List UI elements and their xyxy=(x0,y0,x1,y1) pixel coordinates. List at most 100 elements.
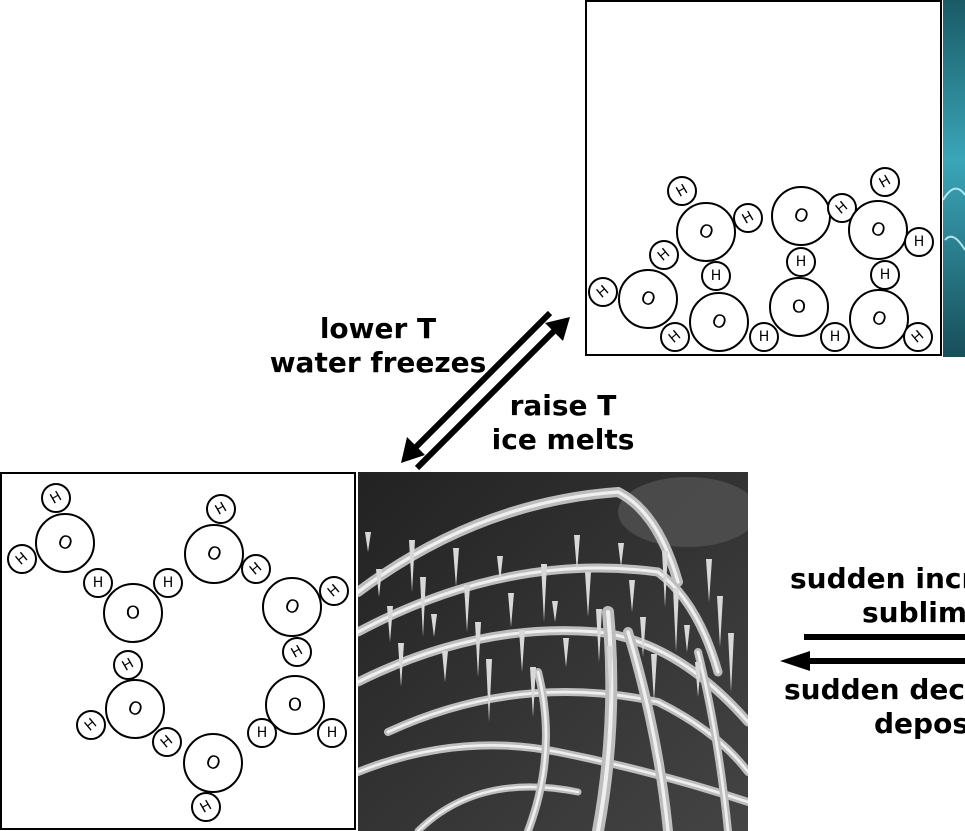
right-upper-label-line1: sudden incr xyxy=(790,562,965,595)
ice-branch-highlight xyxy=(696,650,730,831)
icicle xyxy=(706,559,712,602)
svg-text:H: H xyxy=(257,725,268,741)
icicle xyxy=(574,535,580,572)
hydrogen-atom: H xyxy=(786,247,816,277)
oxygen-atom: O xyxy=(848,200,908,260)
hydrogen-atom: H xyxy=(870,260,900,290)
upper-arrow-label: lower T water freezes xyxy=(268,312,488,380)
ice-branch-highlight xyxy=(416,785,580,831)
svg-text:H: H xyxy=(327,725,338,741)
hydrogen-atom: H xyxy=(903,322,933,352)
hydrogen-atom: H xyxy=(870,167,900,197)
ice-branch-highlight xyxy=(626,630,670,831)
icicle xyxy=(409,540,415,592)
icicle xyxy=(607,646,613,707)
lower-arrow-label-line2: ice melts xyxy=(491,423,635,456)
svg-text:H: H xyxy=(711,268,722,284)
svg-text:O: O xyxy=(125,697,145,722)
hydrogen-atom: H xyxy=(660,322,690,352)
right-upper-label-line2: sublim xyxy=(862,596,965,629)
lower-arrow-label-line1: raise T xyxy=(509,389,617,422)
oxygen-atom: O xyxy=(183,733,243,793)
oxygen-atom: O xyxy=(849,289,909,349)
upper-arrow-label-line2: water freezes xyxy=(269,346,487,379)
icicle xyxy=(387,606,393,642)
icicle xyxy=(563,638,569,667)
svg-text:H: H xyxy=(914,234,925,250)
icicle xyxy=(497,556,503,582)
icicle xyxy=(365,532,371,552)
icicle xyxy=(662,551,668,607)
ice-branch-highlight xyxy=(526,670,548,831)
icicle xyxy=(629,580,635,612)
lower-arrow-label: raise T ice melts xyxy=(478,389,648,457)
hydrogen-atom: H xyxy=(827,193,857,223)
oxygen-atom: O xyxy=(105,679,165,739)
hydrogen-atom: H xyxy=(247,718,277,748)
icicle xyxy=(552,601,558,622)
svg-text:H: H xyxy=(163,575,174,591)
icicle xyxy=(596,609,602,662)
hydrogen-atom: H xyxy=(317,718,347,748)
hydrogen-atom: H xyxy=(241,554,271,584)
svg-text:O: O xyxy=(203,751,223,776)
hydrogen-atom: H xyxy=(282,637,312,667)
icicle xyxy=(453,548,459,587)
icicle xyxy=(420,577,426,637)
svg-text:O: O xyxy=(868,218,888,243)
hydrogen-atom: H xyxy=(649,240,679,270)
ice-branch-highlight xyxy=(358,490,680,594)
upper-arrow-label-line1: lower T xyxy=(319,312,437,345)
icicle xyxy=(717,596,723,647)
freeze-melt-equilibrium-arrow xyxy=(401,310,570,471)
svg-text:O: O xyxy=(204,542,224,567)
oxygen-atom: O xyxy=(618,269,678,329)
icicle xyxy=(464,585,470,632)
svg-text:O: O xyxy=(791,204,811,229)
hydrogen-atom: H xyxy=(820,322,850,352)
icicle xyxy=(728,633,734,692)
svg-text:H: H xyxy=(796,254,807,270)
svg-text:O: O xyxy=(55,531,75,556)
hydrogen-atom: H xyxy=(113,650,143,680)
hydrogen-atom: H xyxy=(153,568,183,598)
sublimation-deposition-arrows xyxy=(780,634,965,671)
svg-text:O: O xyxy=(696,220,716,245)
icicle xyxy=(530,667,536,717)
icicle xyxy=(684,625,690,652)
icicle xyxy=(651,654,657,702)
icicle xyxy=(618,543,624,567)
icicle xyxy=(519,630,525,672)
hydrogen-atom: H xyxy=(733,203,763,233)
svg-text:O: O xyxy=(282,595,302,620)
ice-branch-highlight xyxy=(596,610,614,831)
svg-text:H: H xyxy=(830,329,841,345)
hydrogen-atom: H xyxy=(904,227,934,257)
hydrogen-atom: H xyxy=(206,494,236,524)
icicle xyxy=(695,662,701,697)
svg-text:H: H xyxy=(93,575,104,591)
oxygen-atom: O xyxy=(265,675,325,735)
icicle xyxy=(475,622,481,677)
oxygen-atom: O xyxy=(676,202,736,262)
hydrogen-atom: H xyxy=(749,322,779,352)
hydrogen-atom: H xyxy=(191,792,221,822)
oxygen-atom: O xyxy=(262,577,322,637)
hydrogen-atom: H xyxy=(588,277,618,307)
svg-text:H: H xyxy=(880,267,891,283)
icicle xyxy=(398,643,404,687)
hydrogen-atom: H xyxy=(319,576,349,606)
icicle xyxy=(442,651,448,682)
ice-branch-highlight xyxy=(358,566,720,674)
hydrogen-atom: H xyxy=(701,261,731,291)
svg-text:O: O xyxy=(126,603,140,624)
icicle xyxy=(486,659,492,722)
right-lower-label-line1: sudden dec xyxy=(784,673,965,706)
oxygen-atom: O xyxy=(771,186,831,246)
oxygen-atom: O xyxy=(184,524,244,584)
hydrogen-atom: H xyxy=(41,483,71,513)
svg-text:O: O xyxy=(792,297,806,318)
hydrogen-atom: H xyxy=(83,568,113,598)
ice-photo xyxy=(358,472,748,831)
